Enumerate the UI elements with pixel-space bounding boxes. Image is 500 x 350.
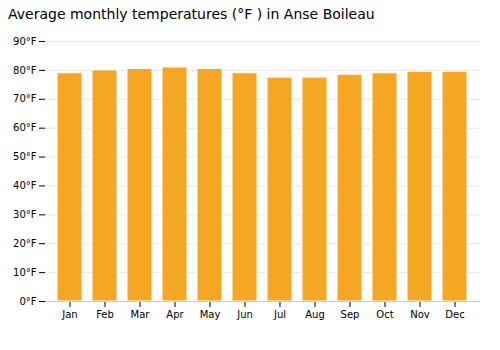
svg-text:Jul: Jul — [273, 309, 286, 320]
html-text:Average monthly temperatures (: Average monthly temperatures (°F ) in An… — [8, 6, 375, 22]
svg-text:70°F: 70°F — [13, 93, 37, 104]
svg-text:10°F: 10°F — [13, 267, 37, 278]
svg-text:90°F: 90°F — [13, 36, 37, 47]
svg-text:20°F: 20°F — [13, 238, 37, 249]
svg-text:60°F: 60°F — [13, 122, 37, 133]
svg-text:Apr: Apr — [166, 309, 184, 320]
svg-text:50°F: 50°F — [13, 151, 37, 162]
svg-text:80°F: 80°F — [13, 65, 37, 76]
svg-text:Aug: Aug — [305, 309, 325, 320]
svg-text:Dec: Dec — [445, 309, 464, 320]
svg-text:0°F: 0°F — [19, 296, 36, 307]
svg-text:40°F: 40°F — [13, 180, 37, 191]
svg-text:Jun: Jun — [236, 309, 253, 320]
svg-text:Oct: Oct — [376, 309, 393, 320]
svg-text:Nov: Nov — [410, 309, 430, 320]
svg-text:May: May — [200, 309, 221, 320]
svg-text:Feb: Feb — [96, 309, 114, 320]
svg-text:Sep: Sep — [341, 309, 360, 320]
svg-text:30°F: 30°F — [13, 209, 37, 220]
svg-text:Mar: Mar — [131, 309, 151, 320]
svg-text:Jan: Jan — [61, 309, 77, 320]
